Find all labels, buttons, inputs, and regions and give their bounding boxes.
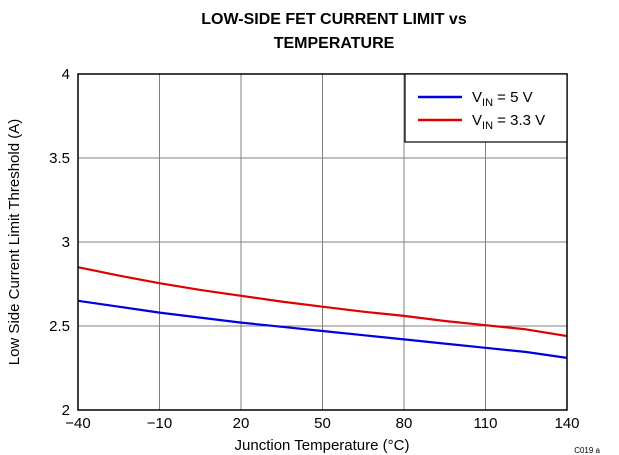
- y-tick-label: 2: [62, 402, 70, 419]
- x-tick-label: 50: [314, 415, 331, 432]
- legend-label-vin-5v: VIN = 5 V: [472, 89, 533, 109]
- y-tick-label: 3: [62, 234, 70, 251]
- chart-title-line-1: LOW-SIDE FET CURRENT LIMIT vs: [201, 11, 467, 28]
- x-tick-label: 140: [554, 415, 579, 432]
- chart-title-line-2: TEMPERATURE: [274, 35, 395, 52]
- x-axis-label: Junction Temperature (°C): [235, 437, 410, 454]
- series-line-0: [77, 299, 568, 359]
- y-axis-label: Low Side Current Limit Threshold (A): [6, 119, 23, 366]
- y-tick-label: 3.5: [49, 150, 70, 167]
- x-tick-labels: −40 −10 20 50 80 110 140: [65, 415, 579, 432]
- x-tick-label: −40: [65, 415, 90, 432]
- series-lines: [77, 266, 568, 359]
- x-tick-label: 20: [233, 415, 250, 432]
- y-tick-label: 2.5: [49, 318, 70, 335]
- y-tick-labels: 2 2.5 3 3.5 4: [49, 66, 70, 419]
- plot-frame: [77, 73, 568, 411]
- legend-box: [404, 73, 568, 143]
- x-tick-label: 80: [396, 415, 413, 432]
- x-tick-label: 110: [474, 415, 498, 432]
- legend-label-vin-3v3: VIN = 3.3 V: [472, 112, 545, 132]
- x-tick-label: −10: [147, 415, 172, 432]
- figure-code: C019 a: [574, 446, 600, 455]
- y-tick-label: 4: [62, 66, 70, 83]
- series-line-1: [77, 266, 568, 338]
- legend: VIN = 5 V VIN = 3.3 V: [404, 73, 568, 143]
